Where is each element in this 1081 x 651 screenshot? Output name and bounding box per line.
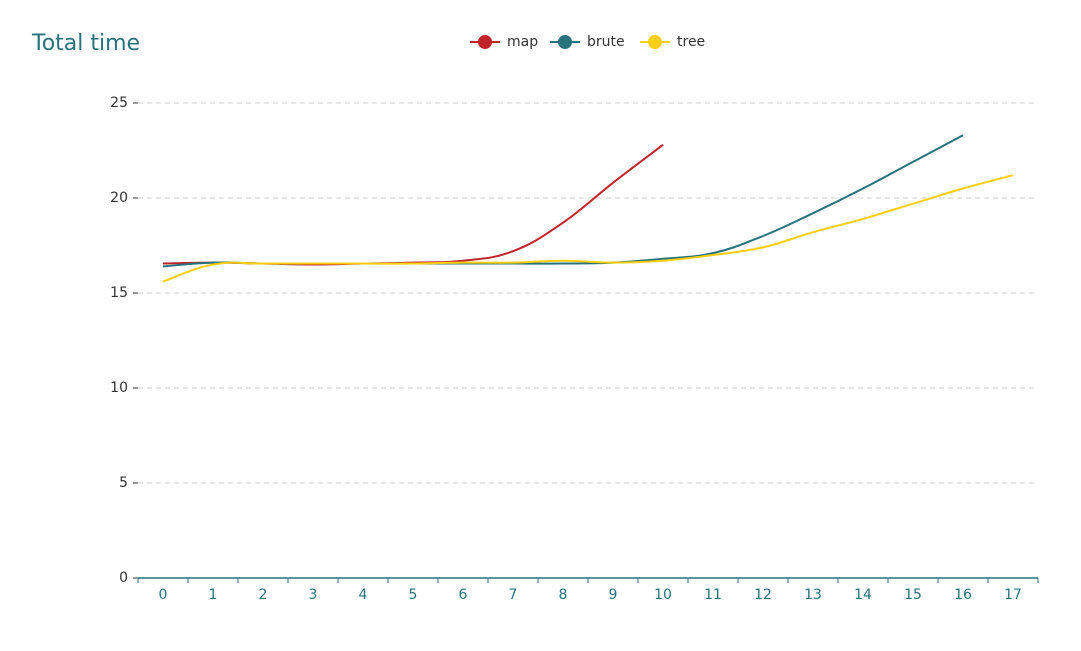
legend-item: tree [640,34,705,50]
x-tick-label: 11 [704,587,722,603]
x-tick-label: 2 [259,587,268,603]
legend-label: map [507,34,538,50]
x-tick-label: 1 [209,587,218,603]
legend-item: map [470,34,538,50]
x-tick-label: 9 [609,587,618,603]
x-tick-label: 5 [409,587,418,603]
x-tick-label: 16 [954,587,972,603]
x-tick-label: 12 [754,587,772,603]
y-tick-label: 25 [110,95,128,111]
y-tick-label: 20 [110,190,128,206]
legend-dot [478,35,492,49]
legend-label: tree [677,34,705,50]
series-line [162,174,1014,283]
series-line [162,134,964,268]
x-tick-label: 14 [854,587,872,603]
x-tick-label: 6 [459,587,468,603]
legend-item: brute [550,34,625,50]
x-tick-label: 4 [359,587,368,603]
series-line [162,144,664,266]
x-tick-label: 17 [1004,587,1022,603]
x-tick-label: 15 [904,587,922,603]
x-tick-label: 0 [159,587,168,603]
x-tick-label: 3 [309,587,318,603]
y-tick-label: 5 [119,475,128,491]
legend-label: brute [587,34,625,50]
legend-dot [648,35,662,49]
x-tick-label: 8 [559,587,568,603]
y-tick-label: 0 [119,570,128,586]
x-tick-label: 13 [804,587,822,603]
x-tick-label: 7 [509,587,518,603]
y-tick-label: 10 [110,380,128,396]
y-tick-label: 15 [110,285,128,301]
legend-dot [558,35,572,49]
x-tick-label: 10 [654,587,672,603]
chart-title: Total time [31,31,140,56]
